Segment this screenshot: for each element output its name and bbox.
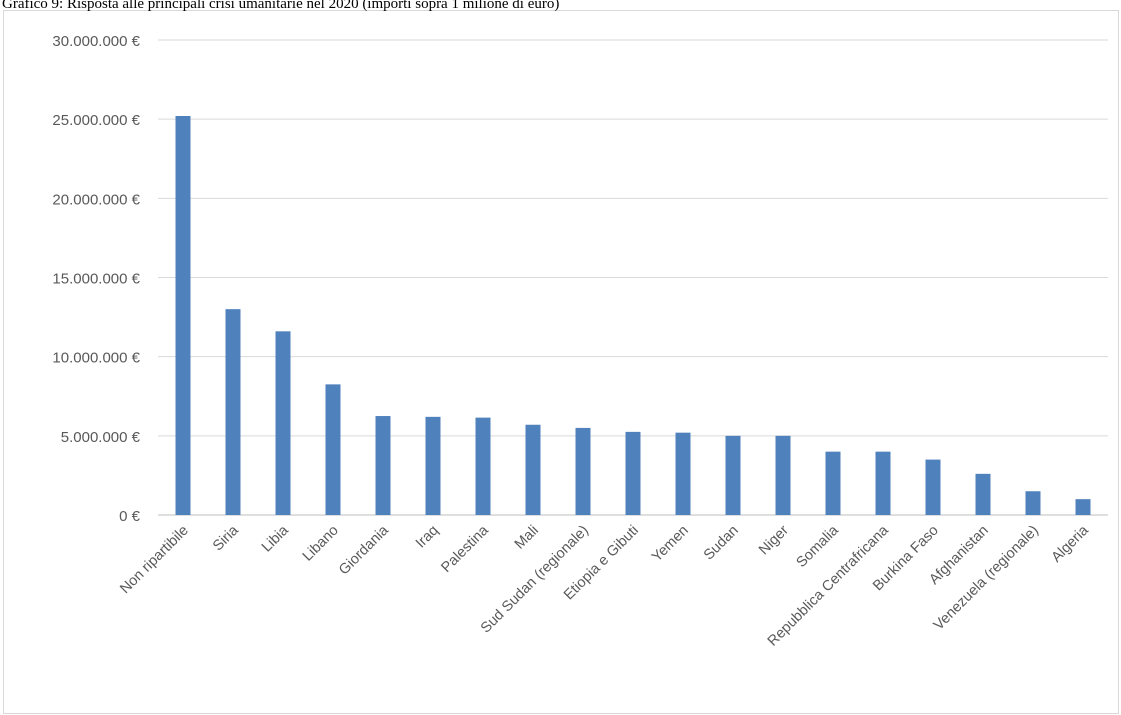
x-tick-label: Libia: [259, 522, 293, 556]
x-tick-label: Siria: [210, 522, 242, 554]
x-tick-label: Yemen: [649, 523, 692, 566]
x-tick-label: Somalia: [793, 522, 842, 571]
y-tick-label: 20.000.000 €: [52, 191, 140, 208]
x-tick-label: Iraq: [413, 523, 442, 552]
bar: [275, 331, 291, 515]
x-tick-label: Niger: [756, 522, 792, 558]
figure-title: Grafico 9: Risposta alle principali cris…: [2, 0, 560, 12]
y-tick-label: 15.000.000 €: [52, 271, 140, 288]
bar: [575, 427, 591, 515]
bar: [825, 451, 841, 515]
x-tick-label: Palestina: [438, 522, 492, 576]
bar: [375, 416, 391, 515]
y-tick-label: 5.000.000 €: [61, 429, 141, 446]
bar: [675, 432, 691, 515]
bar: [325, 384, 341, 515]
bar: [475, 417, 491, 515]
y-tick-label: 10.000.000 €: [52, 350, 140, 367]
y-tick-label: 0 €: [119, 508, 141, 525]
x-tick-label: Sudan: [701, 523, 742, 564]
bar: [875, 451, 891, 515]
bar: [175, 116, 191, 515]
bar: [925, 459, 941, 515]
x-tick-label: Giordania: [336, 522, 392, 578]
bar: [725, 435, 741, 515]
x-tick-label: Algeria: [1049, 522, 1093, 566]
bar: [1075, 499, 1091, 515]
bar: [225, 309, 241, 515]
bar: [525, 424, 541, 515]
bar: [1025, 491, 1041, 515]
bar: [625, 431, 641, 515]
y-tick-label: 25.000.000 €: [52, 112, 140, 129]
bar: [975, 473, 991, 515]
y-tick-label: 30.000.000 €: [52, 33, 140, 50]
x-tick-label: Non ripartibile: [117, 523, 192, 598]
x-tick-label: Libano: [300, 523, 342, 565]
x-tick-label: Mali: [512, 523, 542, 553]
bar: [425, 416, 441, 515]
bar: [775, 435, 791, 515]
